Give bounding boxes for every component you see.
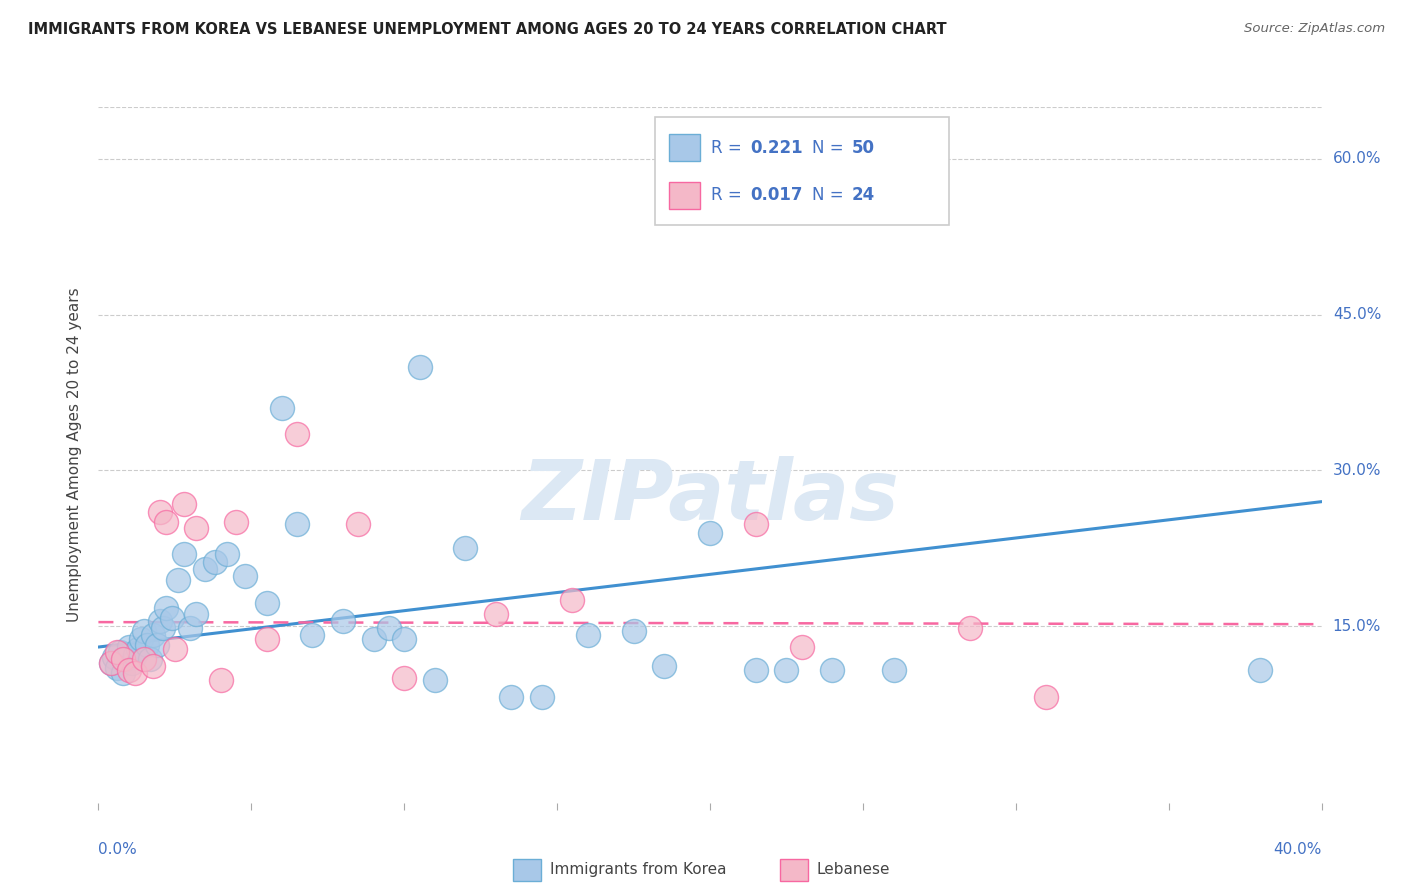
Point (301, 627, 323, 641)
Point (423, 673, 446, 688)
Point (408, 359, 430, 374)
Text: N =: N = (813, 138, 849, 157)
Text: 45.0%: 45.0% (1333, 307, 1381, 322)
Text: 24: 24 (852, 186, 875, 204)
Point (256, 596, 278, 610)
Point (115, 652, 138, 666)
Point (332, 614, 354, 628)
Point (270, 401, 292, 416)
Point (118, 640, 141, 654)
Point (1035, 690, 1057, 704)
Point (501, 690, 523, 704)
Text: Lebanese: Lebanese (817, 863, 890, 877)
Point (1249, 663, 1271, 677)
Point (129, 632, 152, 646)
Point (256, 632, 278, 646)
Point (883, 663, 905, 677)
Text: Source: ZipAtlas.com: Source: ZipAtlas.com (1244, 22, 1385, 36)
Point (821, 663, 844, 677)
Point (142, 627, 165, 641)
Point (167, 573, 190, 587)
Point (576, 627, 599, 641)
Point (363, 632, 385, 646)
Point (378, 621, 401, 635)
Point (118, 663, 141, 677)
Point (215, 547, 238, 561)
Point (105, 645, 128, 659)
Point (790, 640, 813, 654)
Text: 40.0%: 40.0% (1274, 842, 1322, 856)
Point (160, 611, 183, 625)
Point (233, 569, 256, 583)
Text: 15.0%: 15.0% (1333, 619, 1381, 633)
Point (103, 650, 125, 665)
Point (285, 427, 308, 442)
Point (561, 593, 583, 607)
Point (142, 658, 165, 673)
Text: 30.0%: 30.0% (1333, 463, 1381, 478)
Point (775, 663, 797, 677)
Point (186, 520, 208, 534)
Point (134, 624, 156, 639)
Point (108, 645, 131, 659)
Point (124, 665, 146, 680)
Point (145, 638, 167, 652)
Text: IMMIGRANTS FROM KOREA VS LEBANESE UNEMPLOYMENT AMONG AGES 20 TO 24 YEARS CORRELA: IMMIGRANTS FROM KOREA VS LEBANESE UNEMPL… (28, 22, 946, 37)
Point (173, 497, 195, 511)
Point (121, 656, 143, 670)
Point (100, 656, 122, 670)
Point (127, 642, 149, 657)
Text: 60.0%: 60.0% (1333, 152, 1381, 167)
Text: 0.017: 0.017 (751, 186, 803, 204)
Text: N =: N = (813, 186, 849, 204)
Point (530, 690, 553, 704)
Point (194, 562, 217, 576)
Point (155, 600, 177, 615)
Y-axis label: Unemployment Among Ages 20 to 24 years: Unemployment Among Ages 20 to 24 years (67, 287, 83, 623)
Point (152, 621, 174, 635)
Point (652, 658, 675, 673)
Text: R =: R = (711, 186, 747, 204)
Point (134, 652, 156, 666)
Point (699, 525, 721, 540)
Text: 0.0%: 0.0% (98, 842, 138, 856)
Point (392, 671, 416, 685)
Point (139, 652, 162, 666)
Point (149, 614, 172, 628)
Point (347, 517, 370, 532)
Point (163, 642, 186, 657)
Text: 0.221: 0.221 (751, 138, 803, 157)
Point (173, 547, 195, 561)
Point (745, 663, 768, 677)
Point (111, 665, 134, 680)
Point (155, 516, 177, 530)
Point (745, 517, 768, 532)
Point (285, 517, 308, 532)
Point (392, 632, 416, 646)
Point (111, 652, 134, 666)
Text: R =: R = (711, 138, 747, 157)
Point (225, 516, 247, 530)
Point (149, 505, 172, 519)
Point (179, 621, 201, 635)
Point (136, 638, 159, 652)
Text: 50: 50 (852, 138, 875, 157)
Point (959, 621, 981, 635)
Point (454, 541, 477, 556)
Text: Immigrants from Korea: Immigrants from Korea (550, 863, 727, 877)
Point (209, 673, 232, 688)
Point (186, 607, 208, 621)
Text: ZIPatlas: ZIPatlas (522, 456, 898, 537)
Point (100, 656, 122, 670)
Point (204, 555, 226, 569)
Point (623, 624, 645, 639)
Point (485, 607, 508, 621)
Point (124, 648, 146, 663)
Point (105, 661, 128, 675)
